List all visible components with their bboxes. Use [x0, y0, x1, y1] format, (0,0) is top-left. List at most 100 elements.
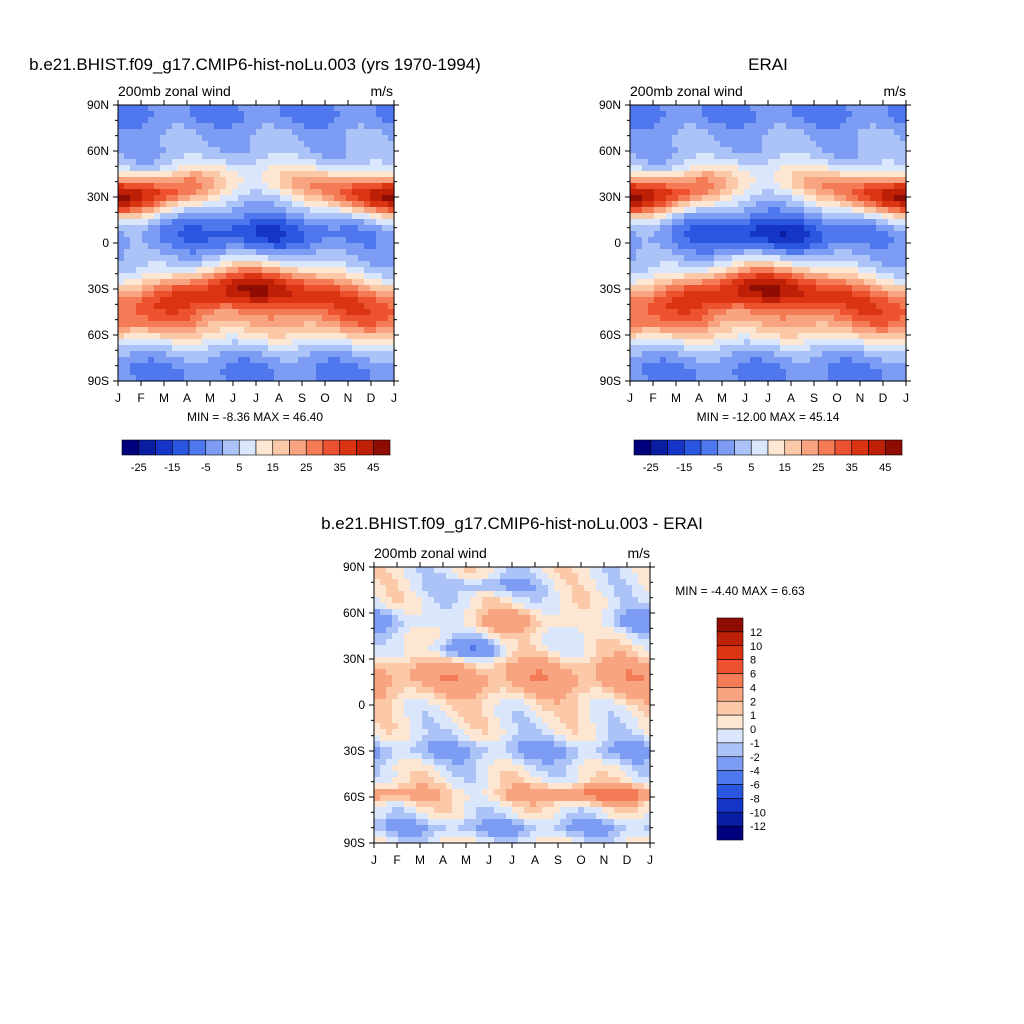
- field-cell: [846, 171, 853, 178]
- field-cell: [160, 171, 167, 178]
- field-cell: [202, 243, 209, 250]
- field-cell: [630, 309, 637, 316]
- field-cell: [220, 201, 227, 208]
- field-cell: [340, 135, 347, 142]
- field-cell: [750, 291, 757, 298]
- field-cell: [684, 195, 691, 202]
- field-cell: [172, 267, 179, 274]
- field-cell: [804, 201, 811, 208]
- field-cell: [858, 135, 865, 142]
- field-cell: [422, 603, 429, 610]
- field-cell: [678, 339, 685, 346]
- field-cell: [714, 255, 721, 262]
- field-cell: [196, 141, 203, 148]
- field-cell: [440, 615, 447, 622]
- field-cell: [184, 183, 191, 190]
- field-cell: [220, 303, 227, 310]
- field-cell: [178, 111, 185, 118]
- field-cell: [238, 201, 245, 208]
- field-cell: [864, 117, 871, 124]
- field-cell: [298, 111, 305, 118]
- field-cell: [696, 357, 703, 364]
- field-cell: [226, 261, 233, 268]
- field-cell: [358, 207, 365, 214]
- field-cell: [828, 111, 835, 118]
- field-cell: [310, 267, 317, 274]
- field-cell: [732, 249, 739, 256]
- field-cell: [816, 111, 823, 118]
- field-cell: [566, 597, 573, 604]
- field-cell: [130, 111, 137, 118]
- field-cell: [316, 147, 323, 154]
- field-cell: [852, 285, 859, 292]
- field-cell: [130, 351, 137, 358]
- field-cell: [720, 243, 727, 250]
- field-cell: [346, 111, 353, 118]
- field-cell: [708, 267, 715, 274]
- field-cell: [726, 357, 733, 364]
- field-cell: [310, 105, 317, 112]
- field-cell: [566, 609, 573, 616]
- field-cell: [346, 105, 353, 112]
- field-cell: [208, 129, 215, 136]
- field-cell: [286, 237, 293, 244]
- field-cell: [166, 177, 173, 184]
- field-cell: [124, 357, 131, 364]
- field-cell: [852, 135, 859, 142]
- field-cell: [780, 141, 787, 148]
- field-cell: [370, 171, 377, 178]
- field-cell: [148, 195, 155, 202]
- field-cell: [774, 201, 781, 208]
- field-cell: [524, 621, 531, 628]
- field-cell: [364, 369, 371, 376]
- field-cell: [648, 129, 655, 136]
- y-tick-label: 60N: [87, 144, 109, 158]
- field-cell: [434, 633, 441, 640]
- field-cell: [130, 309, 137, 316]
- field-cell: [630, 363, 637, 370]
- field-cell: [464, 567, 471, 574]
- field-cell: [364, 177, 371, 184]
- field-cell: [672, 159, 679, 166]
- field-cell: [762, 219, 769, 226]
- field-cell: [226, 165, 233, 172]
- field-cell: [690, 237, 697, 244]
- field-cell: [346, 279, 353, 286]
- field-cell: [382, 369, 389, 376]
- field-cell: [738, 345, 745, 352]
- field-cell: [810, 327, 817, 334]
- field-cell: [804, 195, 811, 202]
- field-cell: [666, 375, 673, 382]
- field-cell: [376, 213, 383, 220]
- field-cell: [822, 369, 829, 376]
- field-cell: [822, 345, 829, 352]
- field-cell: [190, 279, 197, 286]
- field-cell: [446, 621, 453, 628]
- field-cell: [608, 615, 615, 622]
- field-cell: [780, 249, 787, 256]
- field-cell: [858, 231, 865, 238]
- field-cell: [370, 327, 377, 334]
- field-cell: [142, 351, 149, 358]
- field-cell: [798, 141, 805, 148]
- field-cell: [190, 375, 197, 382]
- field-cell: [882, 237, 889, 244]
- field-cell: [654, 333, 661, 340]
- field-cell: [124, 333, 131, 340]
- field-cell: [560, 591, 567, 598]
- field-cell: [608, 579, 615, 586]
- field-cell: [714, 183, 721, 190]
- field-cell: [352, 129, 359, 136]
- field-cell: [882, 327, 889, 334]
- field-cell: [262, 129, 269, 136]
- field-cell: [660, 105, 667, 112]
- field-cell: [882, 333, 889, 340]
- field-cell: [870, 117, 877, 124]
- field-cell: [648, 375, 655, 382]
- field-cell: [220, 339, 227, 346]
- field-cell: [786, 153, 793, 160]
- y-tick-label: 30S: [600, 282, 621, 296]
- field-cell: [864, 111, 871, 118]
- field-cell: [690, 153, 697, 160]
- field-cell: [810, 105, 817, 112]
